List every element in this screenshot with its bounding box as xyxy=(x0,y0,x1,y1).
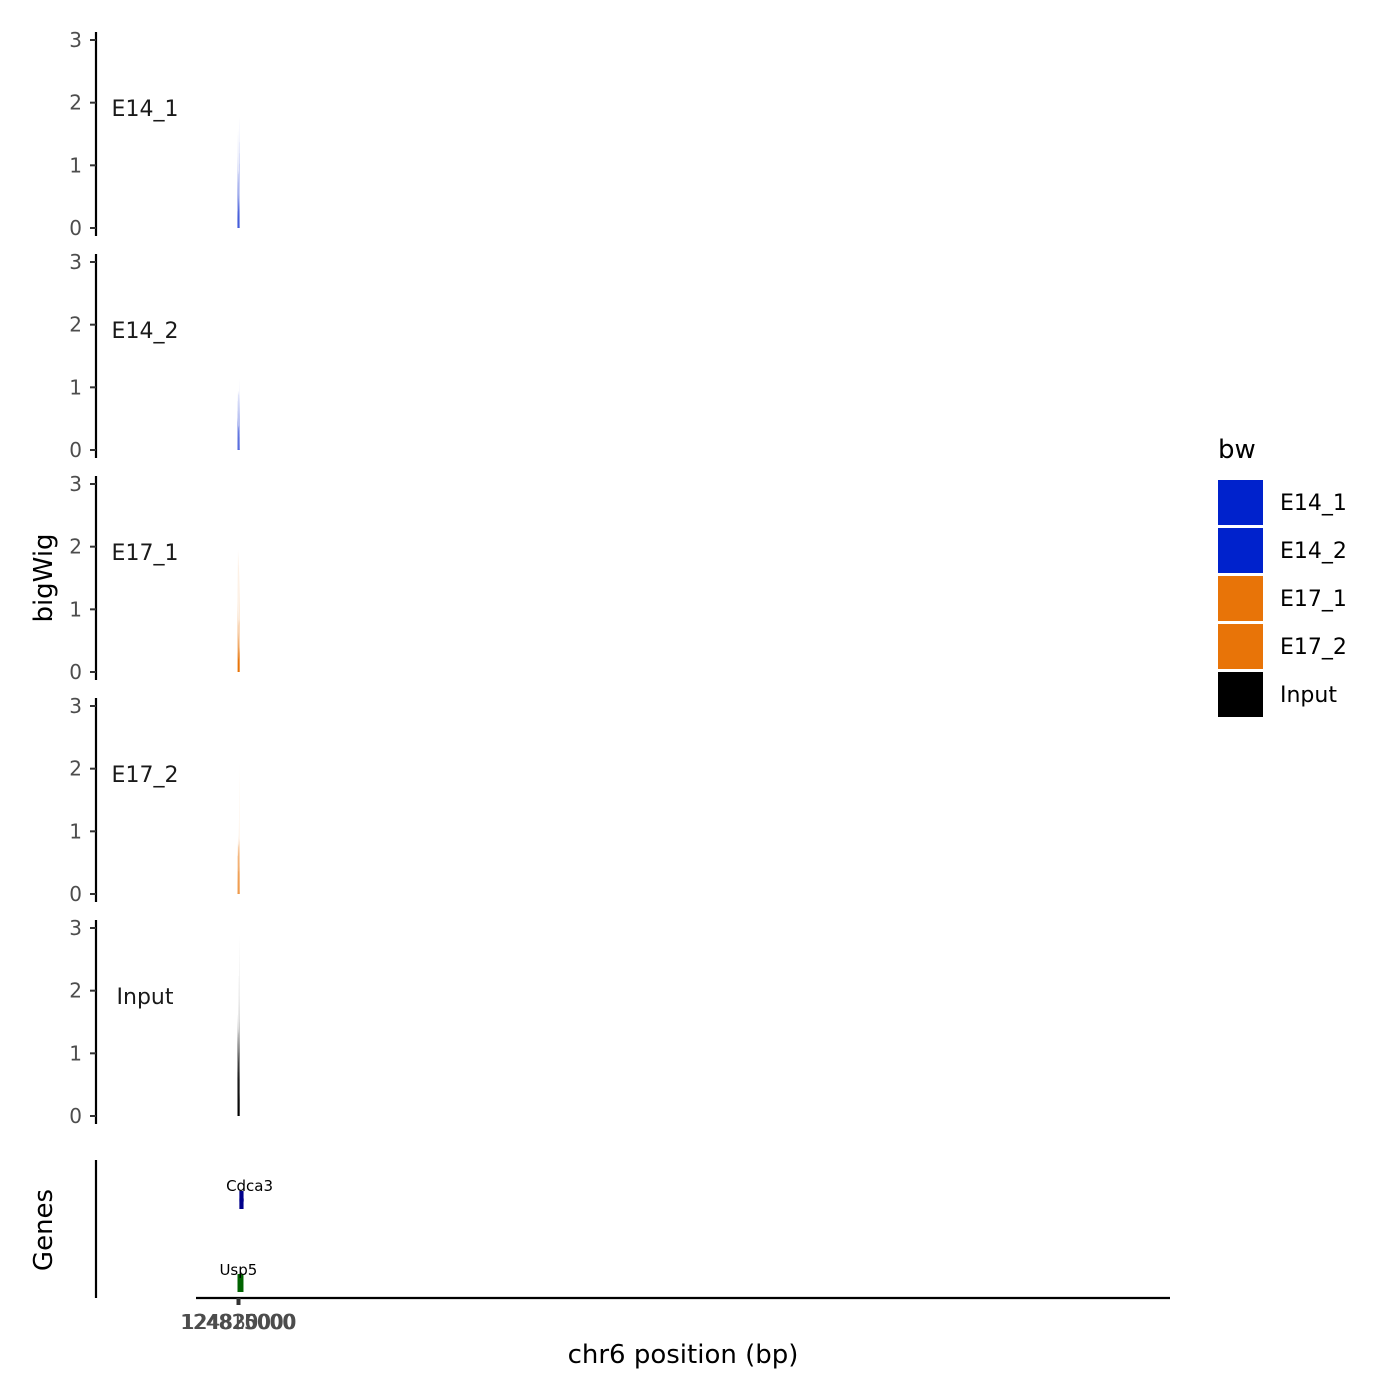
legend-swatch xyxy=(1218,528,1263,573)
legend-swatch xyxy=(1218,672,1263,717)
y-tick-label: 1 xyxy=(69,597,82,621)
track-label: Input xyxy=(117,985,174,1010)
genes-axis-title: Genes xyxy=(29,1189,59,1271)
legend-label: Input xyxy=(1280,683,1337,708)
legend-item: E17_2 xyxy=(1218,624,1347,669)
signal-area xyxy=(237,934,240,1116)
legend-swatch xyxy=(1218,576,1263,621)
x-axis-title: chr6 position (bp) xyxy=(568,1340,799,1370)
y-tick-label: 1 xyxy=(69,1041,82,1065)
gene-cdca3: Cdca3 xyxy=(226,1177,273,1209)
y-axis-title: bigWig xyxy=(29,533,59,622)
y-tick-label: 3 xyxy=(69,694,82,718)
legend-swatch xyxy=(1218,480,1263,525)
signal-tracks: 0 1 2 3 E14_1 0 1 2 3 E14_2 0 1 2 3 E17_1 0 1 2 3 E17_2 0 1 2 3… xyxy=(69,28,240,1128)
x-tick-label: 124815000 xyxy=(180,1310,295,1334)
y-tick-label: 1 xyxy=(69,153,82,177)
exon-block xyxy=(239,1191,244,1209)
x-tick-label: 124820000 xyxy=(181,1310,296,1334)
legend-swatch xyxy=(1218,624,1263,669)
track-e14-2: 0 1 2 3 E14_2 xyxy=(69,250,240,462)
x-tick-label: 124825000 xyxy=(182,1310,297,1334)
signal-area xyxy=(237,532,239,672)
y-tick-label: 0 xyxy=(69,882,82,906)
signal-area xyxy=(239,570,240,672)
track-input: 0 1 2 3 Input xyxy=(69,916,240,1128)
legend-item: Input xyxy=(1218,672,1337,717)
track-label: E17_1 xyxy=(112,541,179,566)
track-label: E14_1 xyxy=(112,97,179,122)
y-tick-label: 2 xyxy=(69,91,82,115)
track-e17-2: 0 1 2 3 E17_2 xyxy=(69,694,240,906)
y-tick-label: 2 xyxy=(69,979,82,1003)
y-tick-label: 1 xyxy=(69,819,82,843)
y-tick-label: 0 xyxy=(69,1104,82,1128)
y-tick-label: 1 xyxy=(69,375,82,399)
legend-label: E17_1 xyxy=(1280,587,1347,612)
track-e17-1: 0 1 2 3 E17_1 xyxy=(69,472,240,684)
exon-block xyxy=(239,1274,244,1292)
legend-item: E14_1 xyxy=(1218,480,1347,525)
legend-item: E17_1 xyxy=(1218,576,1347,621)
y-tick-label: 3 xyxy=(69,472,82,496)
legend: bw E14_1 E14_2 E17_1 E17_2 Input xyxy=(1218,435,1347,717)
gene-label: Usp5 xyxy=(219,1261,257,1279)
gene-label: Cdca3 xyxy=(226,1177,273,1195)
y-tick-label: 0 xyxy=(69,216,82,240)
y-tick-label: 2 xyxy=(69,535,82,559)
y-tick-label: 2 xyxy=(69,757,82,781)
legend-title: bw xyxy=(1218,435,1256,465)
y-tick-label: 0 xyxy=(69,660,82,684)
signal-area xyxy=(238,796,239,894)
track-e14-1: 0 1 2 3 E14_1 xyxy=(69,28,240,240)
gene-track: Usp5 Cdca3 xyxy=(94,1160,273,1298)
y-tick-label: 3 xyxy=(69,250,82,274)
y-tick-label: 3 xyxy=(69,28,82,52)
legend-label: E14_1 xyxy=(1280,491,1347,516)
legend-label: E14_2 xyxy=(1280,539,1347,564)
y-tick-label: 2 xyxy=(69,313,82,337)
y-tick-label: 0 xyxy=(69,438,82,462)
gene-usp5: Usp5 xyxy=(219,1261,257,1292)
y-tick-label: 3 xyxy=(69,916,82,940)
track-label: E14_2 xyxy=(112,319,179,344)
track-label: E17_2 xyxy=(112,763,179,788)
legend-label: E17_2 xyxy=(1280,635,1347,660)
x-tick-label: 124830000 xyxy=(182,1310,297,1334)
legend-item: E14_2 xyxy=(1218,528,1347,573)
